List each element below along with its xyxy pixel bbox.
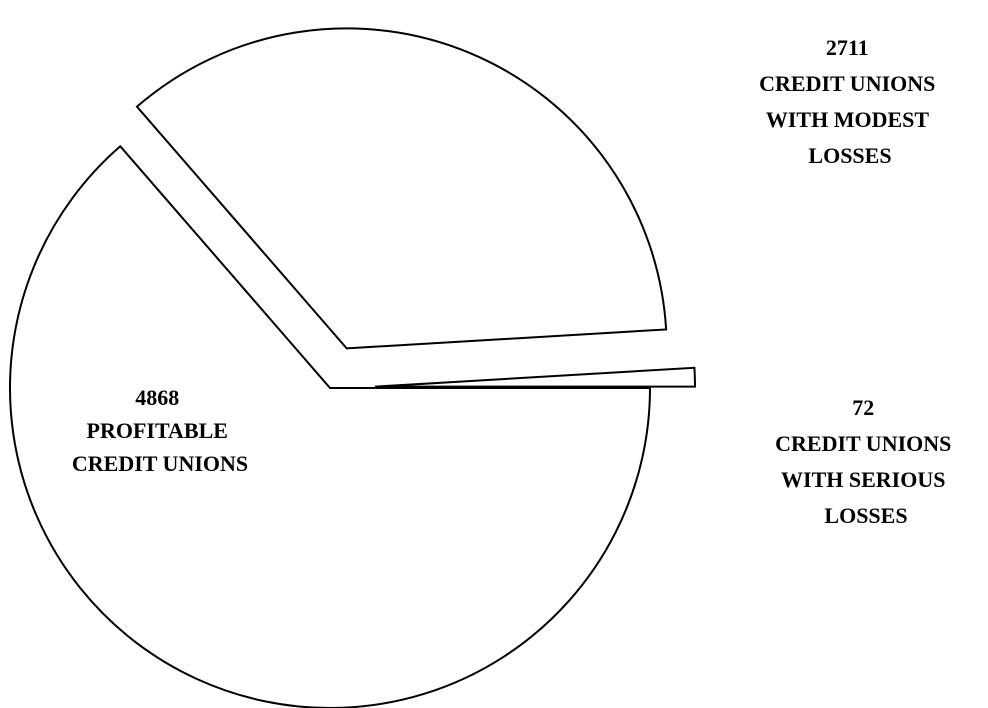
pie-slice-profitable: [9, 144, 652, 708]
pie-labels: 4868 PROFITABLE CREDIT UNIONS 2711 CREDI…: [72, 35, 957, 528]
pie-slice-serious-losses: [374, 366, 696, 388]
pie-slice-modest-losses: [135, 27, 668, 350]
slice-label-profitable: 4868 PROFITABLE CREDIT UNIONS: [72, 385, 248, 476]
slice-label-serious-losses: 72 CREDIT UNIONS WITH SERIOUS LOSSES: [775, 395, 957, 528]
slice-label-modest-losses: 2711 CREDIT UNIONS WITH MODEST LOSSES: [759, 35, 941, 168]
pie-slices: [9, 27, 696, 708]
